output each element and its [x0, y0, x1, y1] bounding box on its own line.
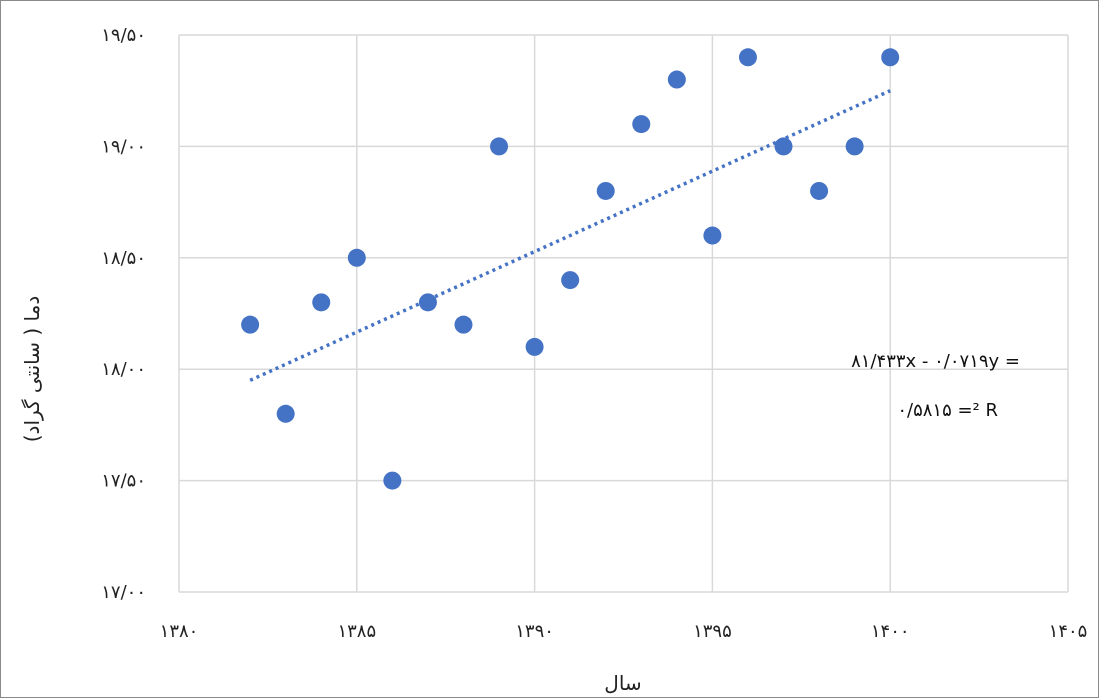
- grid-lines: [178, 34, 1069, 593]
- y-tick-label: ۱۷/۰۰: [101, 582, 146, 603]
- data-point: [738, 48, 757, 67]
- x-tick-label: ۱۳۹۰: [515, 621, 554, 642]
- data-point: [383, 471, 402, 490]
- y-tick-label: ۱۹/۵۰: [101, 25, 146, 46]
- x-tick-label: ۱۳۹۵: [693, 621, 732, 642]
- x-tick-label: ۱۳۸۵: [337, 621, 376, 642]
- data-point: [881, 48, 900, 67]
- r-squared-label: ۰/۵۸۱۵ =² R: [897, 400, 998, 421]
- data-point: [561, 271, 580, 290]
- data-point: [810, 181, 829, 200]
- data-point: [312, 293, 331, 312]
- x-tick-label: ۱۴۰۰: [871, 621, 910, 642]
- data-point: [596, 181, 615, 200]
- data-point: [454, 315, 473, 334]
- data-point: [241, 315, 260, 334]
- x-tick-labels: ۱۳۸۰ ۱۳۸۵ ۱۳۹۰ ۱۳۹۵ ۱۴۰۰ ۱۴۰۵: [160, 621, 1088, 642]
- data-point: [632, 115, 651, 134]
- data-point: [845, 137, 864, 156]
- data-point: [347, 248, 366, 267]
- y-tick-label: ۱۹/۰۰: [101, 136, 146, 157]
- data-point: [490, 137, 509, 156]
- data-point: [774, 137, 793, 156]
- data-point: [667, 70, 686, 89]
- y-tick-labels: ۱۷/۰۰ ۱۷/۵۰ ۱۸/۰۰ ۱۸/۵۰ ۱۹/۰۰ ۱۹/۵۰: [101, 25, 146, 603]
- x-axis-title: سال: [604, 671, 641, 695]
- y-tick-label: ۱۷/۵۰: [101, 471, 146, 492]
- x-tick-label: ۱۳۸۰: [160, 621, 199, 642]
- x-tick-label: ۱۴۰۵: [1049, 621, 1088, 642]
- data-point: [703, 226, 722, 245]
- y-tick-label: ۱۸/۰۰: [101, 359, 146, 380]
- regression-equation: ۸۱/۴۳۳x - ۰/۰۷۱۹y =: [851, 351, 1020, 372]
- data-points: [241, 48, 900, 490]
- trendline: [249, 89, 891, 382]
- y-axis-title: دما ( سانتی گراد): [20, 296, 44, 443]
- trendline-group: [249, 89, 891, 382]
- y-tick-label: ۱۸/۵۰: [101, 248, 146, 269]
- data-point: [525, 337, 544, 356]
- data-point: [418, 293, 437, 312]
- data-point: [276, 404, 295, 423]
